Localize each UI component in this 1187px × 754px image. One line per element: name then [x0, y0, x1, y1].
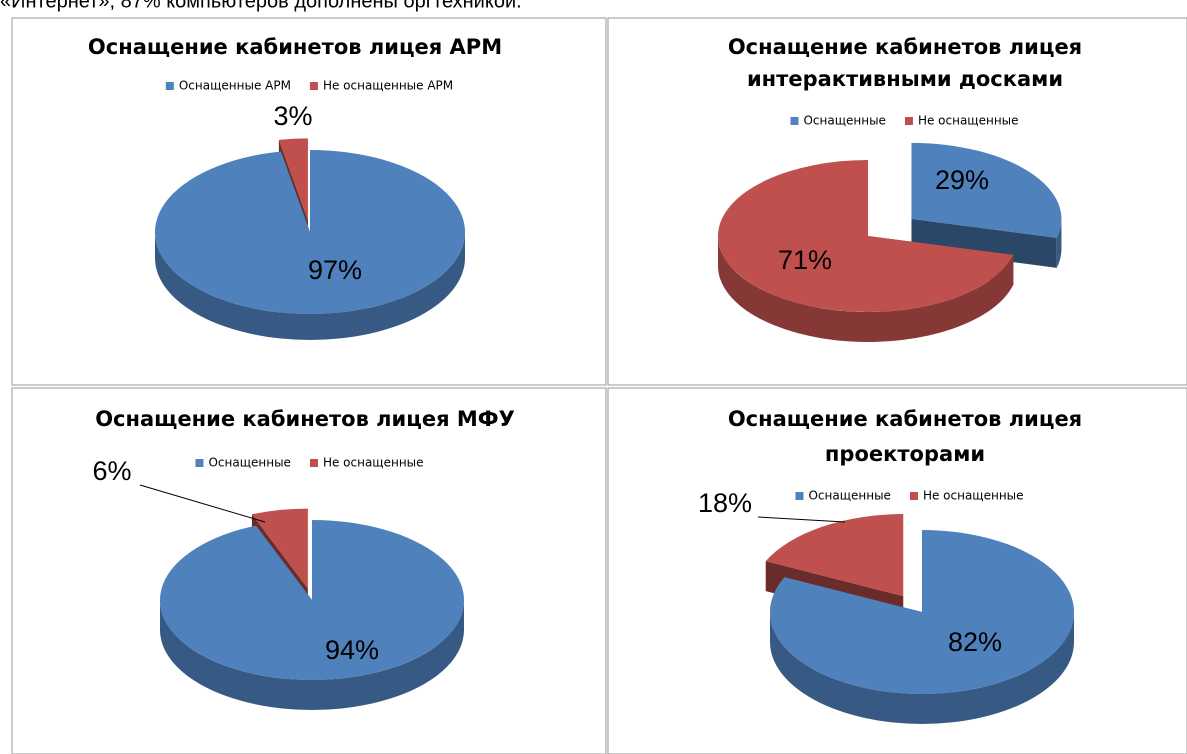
legend: Оснащенные АРМ Не оснащенные АРМ [165, 79, 453, 93]
legend-swatch [309, 459, 318, 467]
legend-swatch [195, 459, 204, 467]
slice-side [770, 612, 1074, 724]
chart-title: Оснащение кабинетов лицея [728, 407, 1082, 431]
data-label: 97% [308, 255, 362, 285]
slice [251, 508, 308, 589]
legend-swatch [165, 82, 174, 90]
chart-title: Оснащение кабинетов лицея МФУ [95, 407, 515, 431]
slice [765, 514, 904, 597]
chart-title: Оснащение кабинетов лицея АРМ [88, 35, 502, 59]
data-label: 82% [948, 627, 1002, 657]
data-label: 18% [698, 488, 752, 518]
slice [278, 138, 308, 221]
slice [718, 160, 1014, 313]
leader-line [139, 484, 266, 523]
slice-side [160, 600, 464, 710]
leader-line [757, 516, 846, 523]
legend-label: Оснащенные [208, 456, 290, 470]
legend-swatch [904, 117, 913, 125]
cell [607, 17, 1187, 386]
legend: Оснащенные Не оснащенные [790, 114, 1019, 128]
chart-title: проекторами [825, 442, 985, 466]
slice-face [911, 218, 1057, 268]
data-label: 29% [935, 165, 989, 195]
data-label: 3% [273, 101, 312, 131]
legend-swatch [309, 82, 318, 90]
cell [11, 17, 607, 386]
legend-swatch [795, 492, 804, 500]
chart-title: интерактивными досками [747, 67, 1063, 91]
slice [154, 150, 465, 314]
legend-label: Не оснащенные [923, 489, 1024, 503]
legend-swatch [909, 492, 918, 500]
legend-label: Оснащенные АРМ [179, 79, 291, 93]
data-label: 6% [92, 456, 131, 486]
legend-label: Оснащенные [803, 114, 885, 128]
slice [770, 530, 1075, 694]
slice-side [1056, 218, 1062, 268]
legend-label: Не оснащенные АРМ [323, 79, 453, 93]
legend: Оснащенные Не оснащенные [195, 456, 424, 470]
slice-side [155, 232, 465, 340]
legend-label: Не оснащенные [323, 456, 424, 470]
slice-side [718, 236, 1014, 342]
data-label: 94% [325, 635, 379, 665]
cell [607, 387, 1187, 754]
slice [159, 520, 464, 680]
chart-title: Оснащение кабинетов лицея [728, 35, 1082, 59]
cell [11, 387, 607, 754]
body-text: «Интернет», 87% компьютеров дополнены ор… [0, 0, 522, 12]
legend-label: Оснащенные [808, 489, 890, 503]
slice [911, 142, 1062, 238]
data-label: 71% [778, 245, 832, 275]
legend: Оснащенные Не оснащенные [795, 489, 1024, 503]
legend-label: Не оснащенные [918, 114, 1019, 128]
legend-swatch [790, 117, 799, 125]
